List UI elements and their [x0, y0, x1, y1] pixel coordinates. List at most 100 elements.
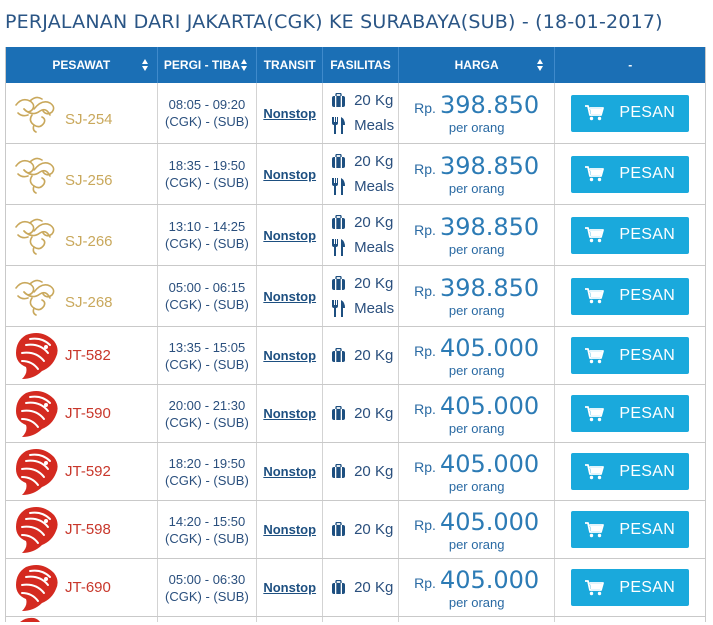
luggage-icon [331, 522, 348, 537]
header-harga-label: HARGA [454, 58, 499, 72]
depart-arrive-time: 13:10 - 14:25 [168, 219, 246, 234]
baggage-allowance: 20 Kg [354, 521, 394, 538]
currency-label: Rp. [414, 574, 436, 591]
pesan-label: PESAN [619, 226, 676, 243]
pesan-button[interactable]: PESAN [571, 569, 690, 606]
pesan-label: PESAN [619, 287, 676, 304]
header-transit: TRANSIT [257, 47, 324, 83]
nonstop-link[interactable]: Nonstop [263, 464, 317, 479]
header-harga[interactable]: HARGA [399, 47, 556, 83]
pesan-label: PESAN [619, 462, 676, 480]
route-codes: (CGK) - (SUB) [165, 236, 249, 251]
price-cell: Rp. 405.000 per orang [399, 501, 556, 558]
lion-air-logo-icon [16, 449, 58, 495]
pesan-button[interactable]: PESAN [571, 453, 690, 490]
route-codes: (CGK) - (SUB) [165, 414, 249, 430]
lion-air-logo-icon [20, 617, 40, 622]
meals-info: Meals [331, 174, 398, 199]
transit-cell: Nonstop [257, 327, 324, 384]
cart-icon [585, 521, 605, 538]
baggage-info: 20 Kg [331, 210, 398, 235]
action-cell: PESAN [555, 205, 705, 265]
airline-cell: JT-590 [6, 385, 158, 442]
facilities-cell: 20 Kg [323, 327, 399, 384]
pesan-button[interactable]: PESAN [571, 511, 690, 548]
facilities-cell: 20 Kg Meals [323, 83, 399, 143]
baggage-info: 20 Kg [331, 517, 398, 542]
nonstop-link[interactable]: Nonstop [263, 580, 317, 595]
price-amount: 398.850 [439, 152, 540, 180]
airline-cell: JT-598 [6, 501, 158, 558]
table-row: SJ-266 13:10 - 14:25 (CGK) - (SUB) Nonst… [6, 205, 705, 266]
nonstop-link[interactable]: Nonstop [263, 166, 317, 182]
price-amount: 405.000 [439, 565, 540, 594]
table-row: SJ-268 05:00 - 06:15 (CGK) - (SUB) Nonst… [6, 266, 705, 327]
flight-code: SJ-266 [65, 233, 113, 250]
sort-icon[interactable] [141, 59, 149, 71]
per-person-label: per orang [448, 181, 505, 196]
nonstop-link[interactable]: Nonstop [263, 406, 317, 421]
price-cell: Rp. 398.850 per orang [399, 266, 556, 326]
transit-cell: Nonstop [257, 144, 324, 204]
action-cell: PESAN [555, 501, 705, 558]
transit-cell: Nonstop [257, 559, 324, 616]
route-codes: (CGK) - (SUB) [165, 114, 249, 129]
pesan-button[interactable]: PESAN [571, 155, 690, 193]
depart-arrive-time: 08:05 - 09:20 [168, 97, 246, 112]
sriwijaya-logo-icon [15, 96, 55, 133]
table-row: JT-592 18:20 - 19:50 (CGK) - (SUB) Nonst… [6, 443, 705, 501]
meals-info: Meals [331, 296, 398, 321]
currency-label: Rp. [414, 516, 436, 533]
sort-icon[interactable] [241, 59, 248, 71]
transit-cell: Nonstop [257, 205, 324, 265]
airline-logo [12, 154, 58, 199]
per-person-label: per orang [448, 303, 505, 318]
nonstop-link[interactable]: Nonstop [263, 288, 317, 304]
transit-cell: Nonstop [257, 501, 324, 558]
price-cell: Rp. 405.000 per orang [399, 327, 556, 384]
price-amount: 405.000 [439, 507, 540, 536]
header-pergi-tiba[interactable]: PERGI - TIBA [158, 47, 258, 83]
action-cell: PESAN [555, 83, 705, 143]
nonstop-link[interactable]: Nonstop [263, 348, 317, 363]
luggage-icon [331, 276, 348, 291]
sort-icon[interactable] [537, 59, 544, 71]
nonstop-link[interactable]: Nonstop [263, 105, 317, 121]
pesan-button[interactable]: PESAN [571, 277, 690, 315]
luggage-icon [331, 580, 348, 595]
airline-cell: JT-690 [6, 559, 158, 616]
airline-logo [12, 563, 60, 618]
baggage-allowance: 20 Kg [354, 579, 394, 596]
baggage-allowance: 20 Kg [354, 92, 394, 109]
flight-code: SJ-268 [65, 294, 113, 311]
pesan-button[interactable]: PESAN [571, 216, 690, 254]
flight-code: JT-590 [65, 405, 111, 422]
header-fasilitas-label: FASILITAS [330, 58, 391, 72]
pesan-button[interactable]: PESAN [571, 94, 690, 132]
action-cell: PESAN [555, 144, 705, 204]
currency-label: Rp. [414, 100, 436, 116]
lion-air-logo-icon [16, 391, 58, 437]
airline-logo [12, 389, 60, 444]
airline-cell: JT-582 [6, 327, 158, 384]
per-person-label: per orang [448, 242, 505, 257]
nonstop-link[interactable]: Nonstop [263, 522, 317, 537]
baggage-allowance: 20 Kg [354, 153, 394, 170]
table-header: PESAWAT PERGI - TIBA TRANSIT FASILITAS H… [6, 47, 705, 83]
pesan-button[interactable]: PESAN [571, 395, 690, 432]
meals-label: Meals [354, 117, 395, 134]
nonstop-link[interactable]: Nonstop [263, 227, 317, 243]
header-pesawat[interactable]: PESAWAT [6, 47, 158, 83]
meals-label: Meals [354, 239, 395, 256]
lion-air-logo-icon [16, 333, 58, 379]
price-cell: Rp. 405.000 per orang [399, 443, 556, 500]
pesan-label: PESAN [619, 578, 676, 596]
table-row: JT-590 20:00 - 21:30 (CGK) - (SUB) Nonst… [6, 385, 705, 443]
per-person-label: per orang [448, 594, 505, 610]
action-cell: PESAN [555, 266, 705, 326]
luggage-icon [331, 406, 348, 421]
pesan-button[interactable]: PESAN [571, 337, 690, 374]
per-person-label: per orang [448, 120, 505, 135]
meals-label: Meals [354, 178, 395, 195]
table-row-partial [6, 617, 705, 622]
